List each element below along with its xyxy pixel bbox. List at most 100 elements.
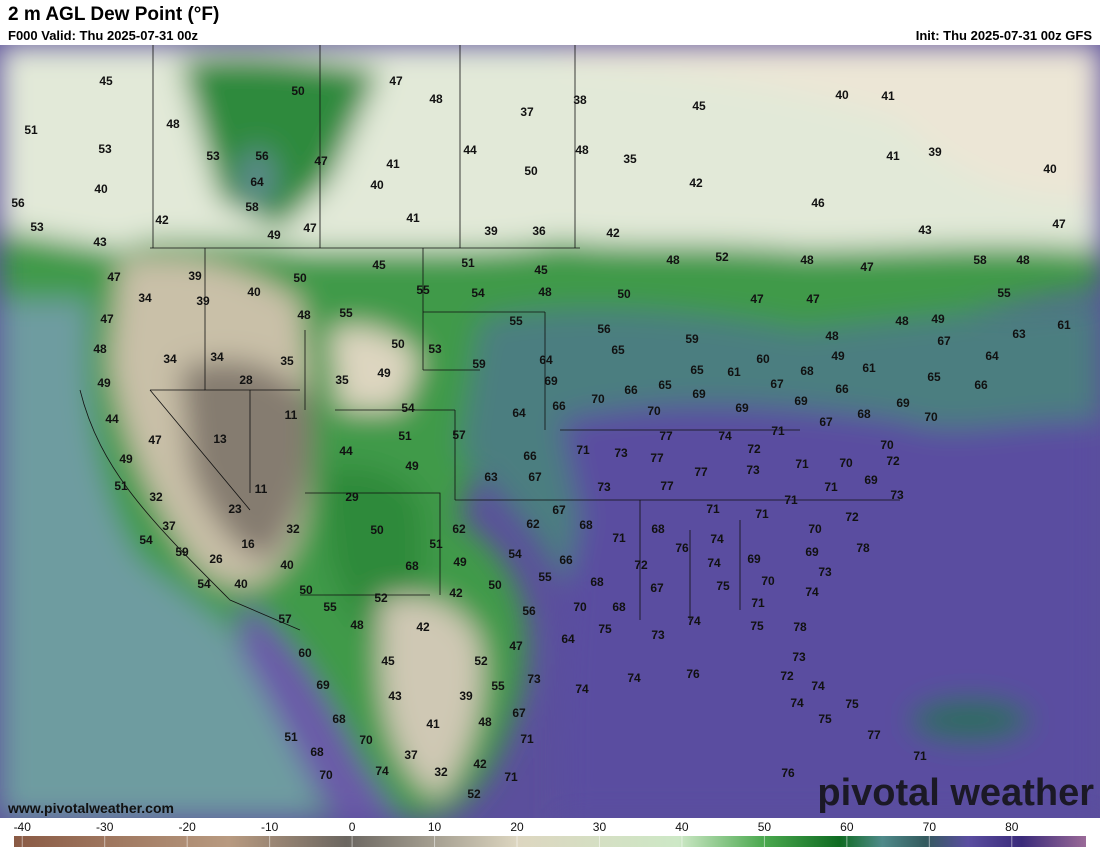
dew-point-label: 74 [710, 532, 724, 546]
dew-point-label: 74 [575, 682, 589, 696]
dew-point-label: 16 [241, 537, 255, 551]
dew-point-label: 50 [488, 578, 502, 592]
dew-point-label: 71 [913, 749, 927, 763]
dew-point-label: 57 [452, 428, 466, 442]
dew-point-label: 51 [429, 537, 443, 551]
dew-point-label: 74 [627, 671, 641, 685]
dew-point-label: 50 [391, 337, 405, 351]
dew-point-label: 70 [808, 522, 822, 536]
dew-point-label: 69 [747, 552, 761, 566]
dew-point-label: 45 [692, 99, 706, 113]
dew-point-label: 44 [339, 444, 353, 458]
dew-point-label: 75 [750, 619, 764, 633]
dew-point-label: 75 [845, 697, 859, 711]
dew-point-label: 13 [213, 432, 227, 446]
dew-point-label: 29 [345, 490, 359, 504]
dew-point-label: 72 [780, 669, 794, 683]
dew-point-label: 77 [660, 479, 674, 493]
dew-point-label: 39 [459, 689, 473, 703]
dew-point-label: 73 [890, 488, 904, 502]
dew-point-label: 47 [100, 312, 114, 326]
site-url[interactable]: www.pivotalweather.com [7, 800, 174, 816]
dew-point-label: 74 [375, 764, 389, 778]
dew-point-label: 49 [453, 555, 467, 569]
boundaries [79, 45, 900, 631]
dew-point-label: 40 [370, 178, 384, 192]
dew-point-label: 71 [795, 457, 809, 471]
dew-point-label: 68 [405, 559, 419, 573]
dew-point-label: 78 [856, 541, 870, 555]
dew-point-label: 39 [196, 294, 210, 308]
dew-point-label: 47 [750, 292, 764, 306]
dew-point-label: 71 [755, 507, 769, 521]
dew-point-label: 40 [835, 88, 849, 102]
dew-point-label: 42 [416, 620, 430, 634]
dew-point-label: 63 [484, 470, 498, 484]
dew-point-label: 70 [573, 600, 587, 614]
dew-point-label: 68 [310, 745, 324, 759]
dew-point-label: 54 [401, 401, 415, 415]
dew-point-label: 49 [831, 349, 845, 363]
dew-point-label: 51 [114, 479, 128, 493]
dew-point-label: 48 [575, 143, 589, 157]
dew-point-label: 53 [30, 220, 44, 234]
dew-point-label: 47 [806, 292, 820, 306]
colorbar-tick-label: 70 [923, 820, 937, 834]
dew-point-label: 55 [491, 679, 505, 693]
dew-point-label: 54 [139, 533, 153, 547]
dew-point-label: 75 [716, 579, 730, 593]
dew-point-label: 49 [405, 459, 419, 473]
title: 2 m AGL Dew Point (°F) [8, 4, 219, 25]
dew-point-label: 66 [974, 378, 988, 392]
dew-point-label: 59 [685, 332, 699, 346]
dew-point-label: 75 [598, 622, 612, 636]
dew-point-label: 40 [1043, 162, 1057, 176]
dew-point-label: 69 [896, 396, 910, 410]
dew-point-label: 71 [784, 493, 798, 507]
dew-point-label: 77 [694, 465, 708, 479]
dew-point-label: 26 [209, 552, 223, 566]
dew-point-label: 76 [686, 667, 700, 681]
dew-point-label: 11 [255, 482, 268, 496]
dew-point-label: 66 [835, 382, 849, 396]
dew-point-label: 44 [463, 143, 477, 157]
dew-point-label: 42 [689, 176, 703, 190]
dew-point-label: 56 [255, 149, 269, 163]
colorbar-tick-label: -30 [96, 820, 114, 834]
dew-point-label: 56 [522, 604, 536, 618]
init-time: Init: Thu 2025-07-31 00z GFS [916, 28, 1093, 43]
dew-point-label: 72 [845, 510, 859, 524]
dew-point-label: 67 [937, 334, 951, 348]
dew-point-label: 73 [818, 565, 832, 579]
dew-point-label: 66 [624, 383, 638, 397]
dew-point-label: 48 [825, 329, 839, 343]
dew-point-label: 48 [429, 92, 443, 106]
dew-point-label: 51 [284, 730, 298, 744]
dew-point-label: 65 [690, 363, 704, 377]
dew-point-label: 62 [526, 517, 540, 531]
dew-point-label: 67 [528, 470, 542, 484]
dew-point-label: 71 [520, 732, 534, 746]
dew-point-label: 49 [267, 228, 281, 242]
dew-point-label: 42 [473, 757, 487, 771]
dew-point-label: 54 [197, 577, 211, 591]
dew-point-label: 67 [819, 415, 833, 429]
dew-point-label: 49 [931, 312, 945, 326]
colorbar-tick-label: 60 [840, 820, 854, 834]
dew-point-label: 44 [105, 412, 119, 426]
dew-point-label: 73 [527, 672, 541, 686]
dew-point-label: 59 [175, 545, 189, 559]
colorbar-tick-label: 50 [758, 820, 772, 834]
dew-point-label: 53 [206, 149, 220, 163]
dew-point-label: 70 [359, 733, 373, 747]
dew-point-label: 40 [94, 182, 108, 196]
dew-point-label: 74 [718, 429, 732, 443]
dew-point-label: 74 [687, 614, 701, 628]
colorbar [14, 836, 1086, 847]
dew-point-label: 75 [818, 712, 832, 726]
dew-point-label: 32 [434, 765, 448, 779]
dew-point-label: 43 [918, 223, 932, 237]
dew-point-label: 39 [188, 269, 202, 283]
dew-point-label: 50 [291, 84, 305, 98]
colorbar-tick-label: 0 [349, 820, 356, 834]
